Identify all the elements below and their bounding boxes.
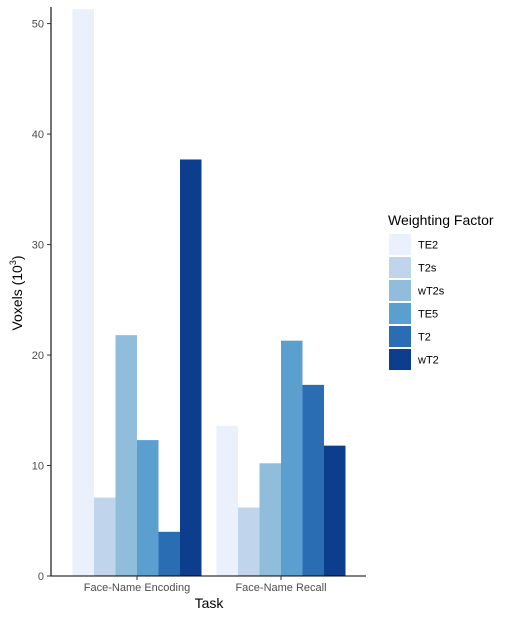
legend-label-te2: TE2 [418,240,438,252]
x-axis: Face-Name Encoding Face-Name Recall [51,575,366,594]
legend-label-te5: TE5 [418,309,438,321]
y-tick-label: 30 [32,240,44,252]
bar-te2-recall [216,425,238,576]
y-axis-title: Voxels (103) [8,255,25,330]
y-tick-label: 40 [32,129,44,141]
y-axis-title-superscript: 3 [8,260,18,265]
y-axis-title-main: Voxels (10 [9,265,25,331]
bar-t2-encoding [158,531,180,576]
legend-label-t2s: T2s [418,263,437,275]
y-tick-label: 20 [32,350,44,362]
x-axis-title: Task [195,595,225,611]
bar-wt2s-encoding [115,335,137,576]
bar-t2s-recall [238,507,260,576]
bar-wt2-encoding [180,159,202,576]
legend-key-te2 [389,234,411,255]
legend-key-t2s [389,257,411,278]
legend-key-wt2 [389,349,411,370]
bars [72,9,346,576]
bar-te5-encoding [137,440,159,576]
legend-label-t2: T2 [418,332,431,344]
bar-wt2-recall [324,445,346,576]
legend-key-wt2s [389,280,411,301]
y-axis-title-close: ) [9,255,25,260]
y-tick-label: 10 [32,461,44,473]
x-tick-label: Face-Name Recall [235,582,326,594]
legend-title: Weighting Factor [388,212,494,228]
y-tick-label: 0 [38,571,44,583]
x-tick-label: Face-Name Encoding [84,582,190,594]
bar-te2-encoding [72,9,94,576]
y-tick-label: 50 [32,19,44,31]
bar-wt2s-recall [259,463,281,576]
bar-t2s-encoding [94,497,116,576]
legend: Weighting Factor TE2 T2s wT2s TE5 T2 wT2 [388,212,494,370]
legend-label-wt2s: wT2s [417,286,445,298]
bar-t2-recall [302,384,324,576]
bar-te5-recall [281,340,303,576]
y-axis: 0 10 20 30 40 50 [32,7,52,583]
legend-key-te5 [389,303,411,324]
legend-label-wt2: wT2 [417,355,439,367]
legend-key-t2 [389,326,411,347]
